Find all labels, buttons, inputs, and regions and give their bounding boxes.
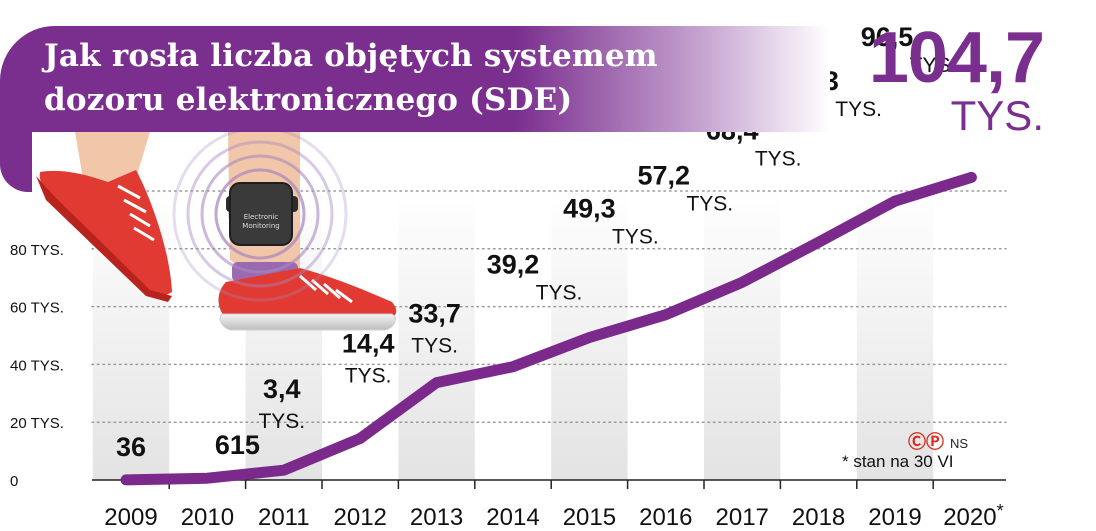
copyright-marks: ⒸⓅ bbox=[908, 432, 944, 452]
back-shoe-laces bbox=[117, 184, 155, 242]
x-tick-label: 2019 bbox=[868, 504, 921, 531]
data-label: 14,4 TYS. bbox=[342, 328, 395, 387]
front-shoe-sole bbox=[219, 313, 396, 331]
data-label-unit: TYS. bbox=[910, 54, 957, 77]
data-label-unit: TYS. bbox=[686, 193, 733, 216]
y-tick-label: 40 TYS. bbox=[10, 357, 64, 374]
title-banner bbox=[0, 26, 830, 132]
y-axis-tick-labels: 0 20 TYS. 40 TYS. 60 TYS. 80 TYS. bbox=[10, 242, 64, 490]
monitoring-device bbox=[229, 182, 293, 246]
x-tick-label: 2017 bbox=[716, 504, 769, 531]
data-label-value: 14,4 bbox=[342, 328, 395, 358]
gridlines bbox=[91, 190, 1007, 423]
x-axis-tick-labels: 2009 2010 2011 2012 2013 2014 2015 2016 2017 2018… bbox=[104, 501, 1003, 531]
x-tick-label: 2010 bbox=[181, 504, 234, 531]
x-tick-label: 2016 bbox=[639, 504, 692, 531]
back-shoe bbox=[39, 170, 172, 295]
data-label-value: 96,5 bbox=[861, 22, 914, 52]
data-label-unit: TYS. bbox=[411, 335, 458, 358]
x-tick-label: 2009 bbox=[104, 504, 157, 531]
series-line bbox=[120, 171, 977, 486]
copyright-logos: ⒸⓅ NS bbox=[908, 428, 968, 454]
y-tick-label: 0 bbox=[10, 473, 18, 490]
running-legs-illustration: Electronic Monitoring bbox=[36, 126, 397, 331]
data-label-value: 615 bbox=[215, 430, 260, 460]
headline-total: 104,7 TYS. bbox=[868, 18, 1045, 139]
data-label-unit: TYS. bbox=[536, 282, 583, 305]
x-tick-label: 2018 bbox=[792, 504, 845, 531]
data-label-unit: TYS. bbox=[835, 98, 882, 121]
data-label-value: 33,7 bbox=[408, 299, 461, 329]
x-tick-label: 2011 bbox=[258, 504, 310, 531]
data-label: 36 bbox=[116, 432, 146, 462]
x-tick-label: 2013 bbox=[410, 504, 463, 531]
data-label: 615 bbox=[215, 430, 260, 460]
data-label-unit: TYS. bbox=[345, 364, 392, 387]
data-label-value: 36 bbox=[116, 432, 146, 462]
x-tick-label: 2020* bbox=[943, 501, 1003, 531]
y-tick-label: 80 TYS. bbox=[10, 242, 64, 259]
x-tick-label: 2012 bbox=[334, 504, 387, 531]
x-axis bbox=[92, 479, 1006, 489]
data-label-value: 49,3 bbox=[563, 194, 616, 224]
chart-background-bands bbox=[92, 189, 934, 480]
author-initials: NS bbox=[950, 436, 969, 451]
x-tick-label: 2014 bbox=[486, 504, 539, 531]
front-shoe bbox=[218, 268, 397, 318]
footnote: * stan na 30 VI bbox=[842, 452, 954, 471]
device-label-line1: Electronic bbox=[244, 213, 279, 221]
title-banner-tab bbox=[0, 110, 32, 192]
headline-value: 104,7 bbox=[868, 18, 1045, 98]
background-band bbox=[704, 189, 781, 480]
device-label-line2: Monitoring bbox=[242, 222, 279, 230]
background-band bbox=[398, 189, 475, 480]
background-band bbox=[856, 189, 934, 480]
y-tick-label: 20 TYS. bbox=[10, 415, 64, 432]
data-label: 3,4 TYS. bbox=[258, 374, 305, 433]
data-label-unit: TYS. bbox=[612, 226, 659, 249]
front-shoe-laces bbox=[299, 274, 353, 304]
x-tick-label: 2015 bbox=[563, 504, 616, 531]
data-label: 33,7 TYS. bbox=[408, 299, 461, 358]
data-label-unit: TYS. bbox=[755, 147, 802, 170]
data-label-value: 57,2 bbox=[638, 161, 691, 191]
headline-unit: TYS. bbox=[950, 92, 1044, 139]
data-label-value: 39,2 bbox=[487, 250, 540, 280]
chart-title: Jak rosła liczba objętych systemem dozor… bbox=[44, 38, 658, 118]
y-tick-label: 60 TYS. bbox=[10, 300, 64, 317]
data-label-unit: TYS. bbox=[258, 410, 305, 433]
data-label-value: 3,4 bbox=[263, 374, 301, 404]
